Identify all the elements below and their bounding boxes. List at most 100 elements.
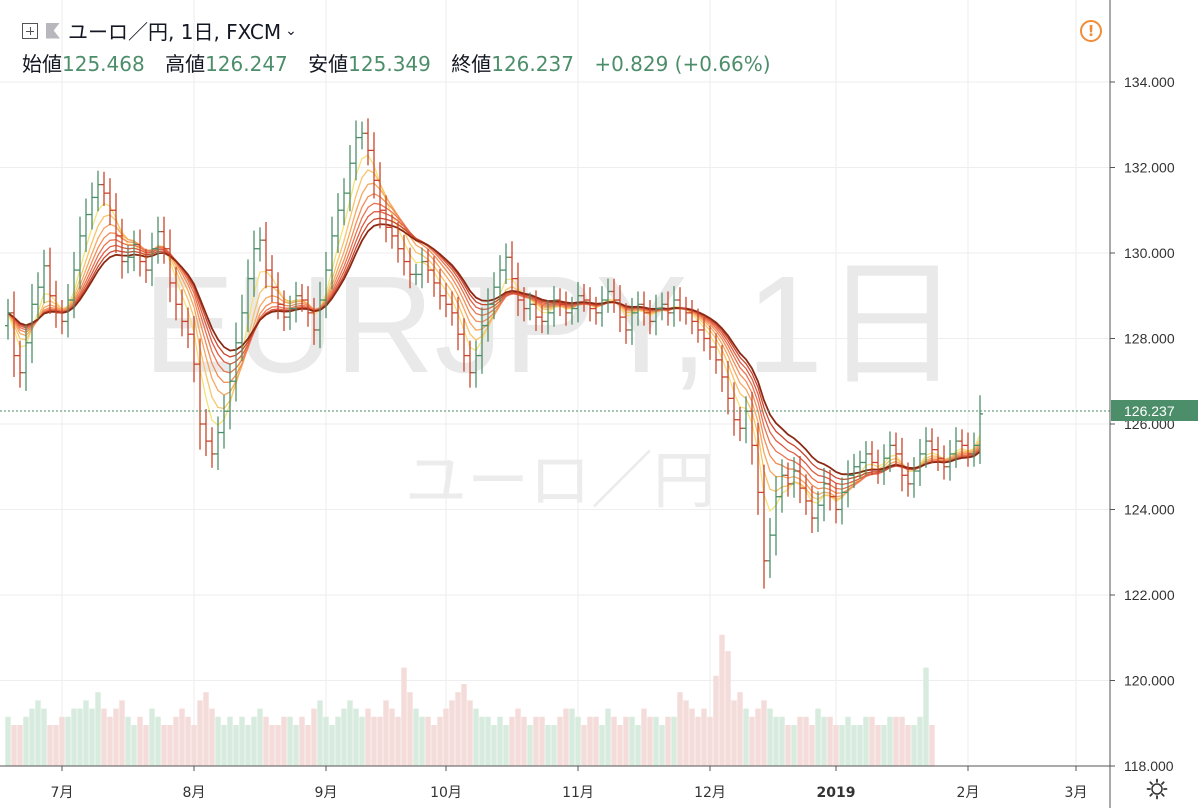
ohlc-bar bbox=[647, 300, 653, 335]
ohlc-bar bbox=[629, 297, 635, 345]
volume-bar bbox=[23, 716, 29, 766]
warning-icon[interactable]: ! bbox=[1080, 20, 1102, 42]
ohlc-bar bbox=[761, 464, 767, 589]
volume-bar bbox=[71, 708, 77, 766]
ohlc-bar bbox=[959, 429, 965, 458]
volume-bar bbox=[5, 716, 11, 766]
volume-bar bbox=[35, 700, 41, 766]
volume-bar bbox=[383, 700, 389, 766]
ohlc-bar bbox=[59, 300, 65, 335]
ohlc-bar bbox=[185, 307, 191, 349]
volume-bar bbox=[143, 725, 149, 766]
y-tick-label: 122.000 bbox=[1124, 587, 1175, 603]
ohlc-bar bbox=[917, 438, 923, 486]
ohlc-bar bbox=[287, 295, 293, 330]
ohlc-bar bbox=[107, 178, 113, 226]
ohlc-bar bbox=[167, 229, 173, 303]
volume-bar bbox=[839, 725, 845, 766]
volume-bar bbox=[29, 708, 35, 766]
y-tick-label: 124.000 bbox=[1124, 502, 1175, 518]
volume-bar bbox=[515, 708, 521, 766]
volume-bar bbox=[161, 725, 167, 766]
plus-square-icon[interactable] bbox=[22, 22, 38, 39]
volume-bar bbox=[113, 708, 119, 766]
volume-bar bbox=[545, 725, 551, 766]
ohlc-bar bbox=[689, 300, 695, 335]
volume-bar bbox=[779, 716, 785, 766]
ohlc-bar bbox=[467, 340, 473, 388]
volume-bar bbox=[767, 708, 773, 766]
volume-bar bbox=[917, 716, 923, 766]
ohlc-bar bbox=[497, 255, 503, 303]
volume-bar bbox=[911, 725, 917, 766]
gear-icon[interactable] bbox=[1146, 778, 1168, 800]
volume-bar bbox=[629, 716, 635, 766]
ohlc-bar bbox=[95, 170, 101, 212]
ohlc-bar bbox=[707, 325, 713, 360]
ohlc-bar bbox=[359, 121, 365, 150]
volume-bar bbox=[677, 692, 683, 766]
ohlc-bar bbox=[401, 234, 407, 276]
volume-bar bbox=[617, 725, 623, 766]
ohlc-bar bbox=[767, 518, 773, 578]
volume-bar bbox=[275, 725, 281, 766]
ohlc-bar bbox=[911, 457, 917, 498]
volume-bar bbox=[503, 725, 509, 766]
ohlc-bar bbox=[779, 459, 785, 513]
ohlc-bar bbox=[617, 285, 623, 333]
ohlc-bar bbox=[533, 290, 539, 332]
volume-bar bbox=[809, 725, 815, 766]
chevron-down-icon[interactable]: ⌄ bbox=[285, 22, 297, 39]
volume-bar bbox=[437, 716, 443, 766]
ohlc-bar bbox=[491, 272, 497, 320]
ohlc-bar bbox=[437, 269, 443, 310]
symbol-title[interactable]: ユーロ／円, 1日, FXCM bbox=[68, 20, 282, 44]
volume-bar bbox=[671, 716, 677, 766]
volume-bar bbox=[689, 708, 695, 766]
ohlc-bar bbox=[101, 171, 107, 206]
ohlc-bar bbox=[47, 247, 53, 314]
volume-bar bbox=[539, 716, 545, 766]
ohlc-bar bbox=[5, 298, 11, 340]
ohlc-bar bbox=[551, 286, 557, 327]
ohlc-bar bbox=[623, 303, 629, 344]
volume-bar bbox=[869, 716, 875, 766]
volume-bar bbox=[419, 716, 425, 766]
y-tick-label: 118.000 bbox=[1124, 758, 1174, 774]
ohlc-bar bbox=[317, 281, 323, 349]
ohlc-bar bbox=[179, 289, 185, 337]
volume-bar bbox=[149, 708, 155, 766]
ohlc-bar bbox=[863, 441, 869, 476]
volume-bar bbox=[491, 725, 497, 766]
ohlc-bar bbox=[815, 491, 821, 532]
volume-bar bbox=[737, 692, 743, 766]
ohlc-bar bbox=[29, 283, 35, 364]
volume-bar bbox=[455, 692, 461, 766]
flag-icon[interactable] bbox=[46, 22, 60, 39]
volume-bar bbox=[851, 725, 857, 766]
ohlc-bar bbox=[293, 281, 299, 323]
ohlc-bar bbox=[599, 286, 605, 327]
ohlc-bar bbox=[563, 291, 569, 326]
volume-bar bbox=[413, 708, 419, 766]
ohlc-bar bbox=[113, 193, 119, 253]
ohlc-bar bbox=[557, 288, 563, 317]
volume-bar bbox=[683, 700, 689, 766]
x-axis: 7月 8月 9月 10月 11月 12月 2019 2月 3月 bbox=[51, 766, 1087, 801]
ohlc-bar bbox=[389, 214, 395, 249]
volume-bar bbox=[311, 708, 317, 766]
volume-bar bbox=[923, 667, 929, 766]
volume-bar bbox=[233, 725, 239, 766]
ohlc-bar bbox=[233, 322, 239, 402]
ohlc-bar bbox=[425, 248, 431, 283]
volume-bar bbox=[881, 725, 887, 766]
ohlc-bar bbox=[419, 247, 425, 289]
ohlc-bar bbox=[593, 296, 599, 325]
ohlc-bar bbox=[833, 482, 839, 524]
volume-bar bbox=[725, 651, 731, 766]
volume-bar bbox=[263, 716, 269, 766]
volume-bar bbox=[101, 708, 107, 766]
ohlc-bar bbox=[569, 296, 575, 325]
ohlc-bar bbox=[383, 195, 389, 243]
